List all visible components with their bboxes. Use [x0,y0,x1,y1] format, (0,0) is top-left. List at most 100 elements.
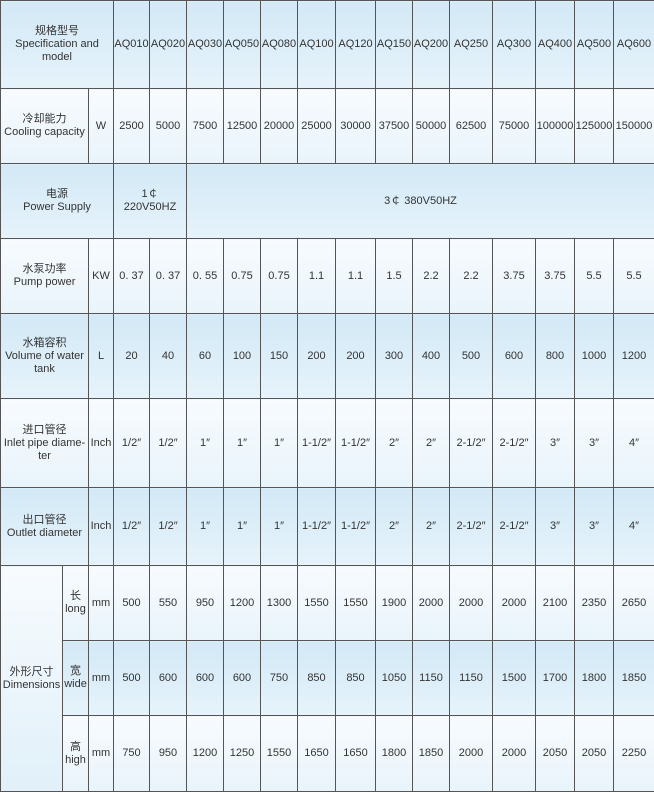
value-cell: 1300 [261,566,298,641]
value-cell: 2000 [450,716,493,792]
value-cell: 950 [187,566,224,641]
value-cell: 2″ [413,488,450,566]
model-cell: AQ020 [150,1,187,89]
value-cell: 600 [187,641,224,716]
value-cell: 850 [298,641,336,716]
model-cell: AQ150 [376,1,413,89]
model-cell: AQ600 [614,1,654,89]
value-cell: 1″ [187,399,224,488]
model-cell: AQ200 [413,1,450,89]
label-en: Power Supply [1,201,113,214]
unit-cell: mm [89,716,114,792]
unit-cell: mm [89,641,114,716]
value-cell: 2050 [536,716,575,792]
value-cell: 500 [114,566,150,641]
value-cell: 1″ [261,399,298,488]
value-cell: 4″ [614,488,654,566]
unit-cell: mm [89,566,114,641]
value-cell: 600 [493,314,536,399]
model-cell: AQ300 [493,1,536,89]
value-cell: 0.75 [224,239,261,314]
value-cell: 12500 [224,89,261,164]
value-cell: 2000 [493,566,536,641]
model-cell: AQ010 [114,1,150,89]
label-cn: 进口管径 [1,424,88,437]
sub-label-en: long [63,603,88,616]
value-cell: 2000 [493,716,536,792]
value-cell: 0. 37 [114,239,150,314]
label-en: Cooling capacity [1,126,88,139]
value-cell: 1200 [614,314,654,399]
value-cell: 1250 [224,716,261,792]
value-cell: 3.75 [493,239,536,314]
model-cell: AQ100 [298,1,336,89]
value-cell: 2″ [376,488,413,566]
model-cell: AQ250 [450,1,493,89]
value-cell: 2.2 [450,239,493,314]
value-cell: 1650 [336,716,376,792]
value-cell: 1550 [336,566,376,641]
value-cell: 7500 [187,89,224,164]
value-cell: 3″ [575,488,614,566]
value-cell: 1800 [376,716,413,792]
value-cell: 550 [150,566,187,641]
value-cell: 5.5 [575,239,614,314]
value-cell: 2″ [413,399,450,488]
value-cell: 0. 55 [187,239,224,314]
value-cell: 1-1/2″ [298,488,336,566]
value-cell: 20000 [261,89,298,164]
value-cell: 30000 [336,89,376,164]
model-cell: AQ400 [536,1,575,89]
value-cell: 500 [114,641,150,716]
label-en: Outlet diameter [1,527,88,540]
value-cell: 2″ [376,399,413,488]
unit-cell: Inch [89,488,114,566]
value-cell: 125000 [575,89,614,164]
label-cn: 水泵功率 [1,263,88,276]
value-cell: 2-1/2″ [450,399,493,488]
value-cell: 1-1/2″ [336,399,376,488]
value-cell: 5000 [150,89,187,164]
value-cell: 2350 [575,566,614,641]
value-cell: 1800 [575,641,614,716]
label-cn: 规格型号 [1,25,113,38]
value-cell: 500 [450,314,493,399]
value-cell: 150000 [614,89,654,164]
label-en: Specification and model [1,38,113,64]
value-cell: 4″ [614,399,654,488]
unit-cell: L [89,314,114,399]
value-cell: 100000 [536,89,575,164]
value-cell: 3″ [536,399,575,488]
value-cell: 2-1/2″ [493,399,536,488]
label-en: Dimensions [1,679,62,692]
value-cell: 50000 [413,89,450,164]
unit-cell: KW [89,239,114,314]
value-cell: 1/2″ [114,399,150,488]
value-cell: 1050 [376,641,413,716]
value-cell: 0. 37 [150,239,187,314]
value-cell: 1500 [493,641,536,716]
value-cell: 1000 [575,314,614,399]
value-cell: 2-1/2″ [493,488,536,566]
label-cn: 水箱容积 [1,337,88,350]
value-cell: 1/2″ [150,488,187,566]
unit-cell: W [89,89,114,164]
value-cell: 2100 [536,566,575,641]
value-cell: 2500 [114,89,150,164]
sub-label-cn: 长 [63,590,88,603]
value-cell: 1.1 [298,239,336,314]
value-cell: 3″ [575,399,614,488]
value-cell: 200 [298,314,336,399]
value-cell: 850 [336,641,376,716]
value-cell: 25000 [298,89,336,164]
value-cell: 2000 [413,566,450,641]
